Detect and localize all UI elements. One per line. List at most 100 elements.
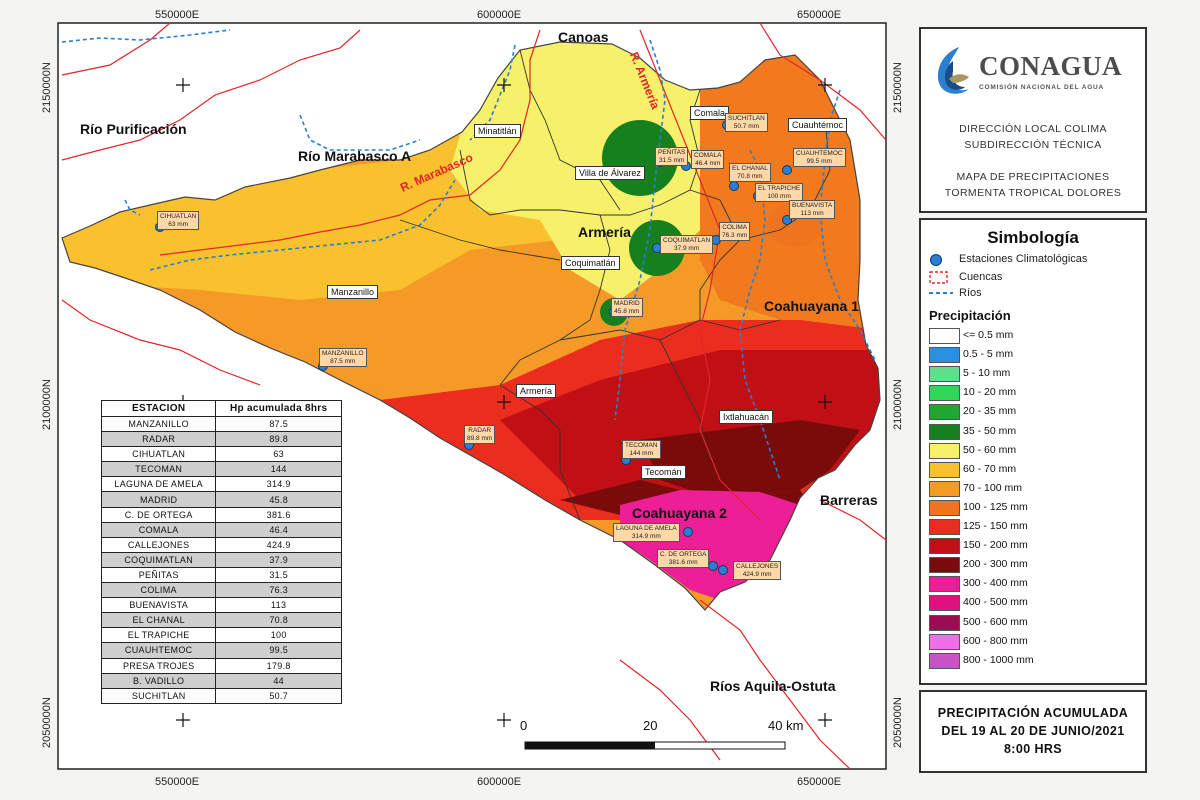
legend-stations-label: Estaciones Climatológicas bbox=[959, 253, 1088, 265]
station-label-suchitlan: SUCHITLAN 50.7 mm bbox=[725, 113, 768, 132]
coord-bottom-2: 600000E bbox=[477, 776, 522, 788]
logo-subtitle: COMISIÓN NACIONAL DEL AGUA bbox=[979, 84, 1105, 91]
station-label-ortega: C. DE ORTEGA 381.6 mm bbox=[657, 549, 710, 568]
municipality-manzanillo: Manzanillo bbox=[327, 285, 379, 299]
legend-swatch bbox=[929, 442, 960, 459]
station-label-radar: RADAR 89.8 mm bbox=[464, 425, 496, 444]
table-cell-hp: 87.5 bbox=[215, 415, 342, 433]
station-label-cuauhtemoc: CUAUHTEMOC 99.5 mm bbox=[793, 148, 846, 167]
table-cell-station: MADRID bbox=[100, 491, 217, 508]
coord-left-3: 2050000N bbox=[41, 697, 53, 748]
table-cell-station: TECOMAN bbox=[100, 461, 217, 478]
municipality-comala: Comala bbox=[690, 106, 730, 120]
title-panel: CONAGUA COMISIÓN NACIONAL DEL AGUA DIREC… bbox=[919, 27, 1147, 213]
table-row: COQUIMATLAN 37.9 bbox=[100, 551, 342, 568]
legend-title: Simbología bbox=[987, 228, 1079, 247]
table-cell-station: CUAUHTEMOC bbox=[100, 642, 217, 659]
station-label-penitas: PEÑITAS 31.5 mm bbox=[655, 147, 689, 166]
table-cell-hp: 113 bbox=[215, 597, 342, 614]
label-rio-marabasco-a: Río Marabasco A bbox=[298, 148, 412, 164]
legend-class-label: 50 - 60 mm bbox=[963, 443, 1017, 456]
legend-swatch bbox=[929, 423, 960, 440]
table-body: MANZANILLO 87.5 RADAR 89.8 CIHUATLAN 63 TECOMA… bbox=[100, 415, 342, 704]
basin-legend-icon bbox=[929, 271, 948, 284]
municipality-minatitlan: Minatitlán bbox=[474, 124, 521, 138]
legend-class-label: 0.5 - 5 mm bbox=[963, 348, 1014, 361]
scale-label-20: 20 bbox=[643, 718, 658, 733]
station-legend-icon bbox=[930, 254, 942, 266]
label-barreras: Barreras bbox=[820, 492, 878, 508]
table-cell-station: MANZANILLO bbox=[100, 415, 217, 433]
legend-class-label: 400 - 500 mm bbox=[963, 596, 1028, 609]
label-coahuayana-1: Coahuayana 1 bbox=[764, 298, 859, 314]
station-marker bbox=[782, 165, 792, 175]
coord-top-2: 600000E bbox=[477, 9, 522, 21]
label-canoas: Canoas bbox=[558, 29, 609, 45]
table-cell-station: C. DE ORTEGA bbox=[100, 506, 217, 523]
station-label-coquimatlan: COQUIMATLAN 37.9 mm bbox=[660, 235, 714, 254]
legend-class-label: 200 - 300 mm bbox=[963, 558, 1028, 571]
legend-class-label: <= 0.5 mm bbox=[963, 329, 1014, 341]
table-row: EL CHANAL 70.8 bbox=[100, 612, 342, 629]
table-row: LAGUNA DE AMELA 314.9 bbox=[100, 476, 342, 493]
station-label-colima: COLIMA 76.3 mm bbox=[719, 222, 751, 241]
table-header-hp: Hp acumulada 8hrs bbox=[215, 400, 342, 417]
legend-class-label: 600 - 800 mm bbox=[963, 634, 1028, 647]
legend-swatch bbox=[929, 347, 960, 364]
table-cell-station: EL CHANAL bbox=[100, 612, 217, 629]
station-label-manzanillo: MANZANILLO 87.5 mm bbox=[319, 348, 367, 367]
legend-class-label: 150 - 200 mm bbox=[963, 539, 1028, 552]
legend-swatch bbox=[929, 366, 960, 383]
label-rio-purificacion: Río Purificación bbox=[80, 121, 187, 137]
table-cell-station: B. VADILLO bbox=[100, 672, 217, 689]
municipality-cuauhtemoc: Cuauhtémoc bbox=[788, 118, 848, 132]
table-cell-station: PRESA TROJES bbox=[100, 657, 217, 674]
scale-label-40: 40 km bbox=[768, 718, 804, 733]
legend-swatch bbox=[929, 385, 960, 402]
table-cell-hp: 45.8 bbox=[215, 491, 342, 508]
table-header-row: ESTACION Hp acumulada 8hrs bbox=[100, 400, 342, 417]
legend-swatch bbox=[929, 576, 960, 593]
legend-panel: Simbología Estaciones Climatológicas Cue… bbox=[919, 218, 1147, 685]
legend-class-label: 10 - 20 mm bbox=[963, 386, 1017, 399]
municipality-villa-de-alvarez: Villa de Álvarez bbox=[575, 166, 645, 180]
panel-line-3: MAPA DE PRECIPITACIONES bbox=[956, 171, 1110, 183]
coord-bottom-3: 650000E bbox=[797, 776, 842, 788]
coord-right-2: 2100000N bbox=[892, 379, 904, 430]
scale-label-0: 0 bbox=[520, 718, 528, 733]
coord-bottom-1: 550000E bbox=[155, 776, 200, 788]
station-label-el-chanal: EL CHANAL 70.8 mm bbox=[729, 163, 771, 182]
conagua-logo-icon bbox=[937, 47, 969, 94]
legend-class-label: 125 - 150 mm bbox=[963, 520, 1028, 532]
legend-class-label: 300 - 400 mm bbox=[963, 577, 1028, 590]
table-row: RADAR 89.8 bbox=[100, 431, 342, 448]
table-row: PRESA TROJES 179.8 bbox=[100, 657, 342, 674]
station-label-buenavista: BUENAVISTA 113 mm bbox=[789, 200, 836, 219]
table-cell-station: LAGUNA DE AMELA bbox=[100, 476, 217, 493]
table-row: B. VADILLO 44 bbox=[100, 672, 342, 689]
legend-class-label: 20 - 35 mm bbox=[963, 405, 1017, 418]
table-row: SUCHITLAN 50.7 bbox=[100, 687, 342, 704]
legend-swatch bbox=[929, 614, 960, 631]
logo-text: CONAGUA bbox=[979, 51, 1122, 81]
coord-top-1: 550000E bbox=[155, 9, 200, 21]
table-row: MADRID 45.8 bbox=[100, 491, 342, 508]
legend-swatch bbox=[929, 404, 960, 421]
legend-swatch bbox=[929, 595, 960, 612]
table-cell-hp: 314.9 bbox=[215, 476, 342, 493]
legend-rivers-label: Ríos bbox=[959, 287, 982, 299]
table-cell-station: RADAR bbox=[100, 431, 217, 448]
station-marker bbox=[708, 561, 718, 571]
legend-swatch bbox=[929, 519, 960, 535]
table-cell-station: EL TRAPICHE bbox=[100, 627, 217, 644]
table-cell-hp: 381.6 bbox=[215, 506, 342, 523]
table-cell-hp: 31.5 bbox=[215, 566, 342, 584]
legend-class-label: 70 - 100 mm bbox=[963, 481, 1022, 494]
table-cell-hp: 63 bbox=[215, 446, 342, 463]
table-cell-hp: 76.3 bbox=[215, 582, 342, 599]
table-row: COMALA 46.4 bbox=[100, 521, 342, 538]
table-row: CALLEJONES 424.9 bbox=[100, 536, 342, 553]
station-table: ESTACION Hp acumulada 8hrs MANZANILLO 87.… bbox=[100, 400, 342, 704]
label-coahuayana-2: Coahuayana 2 bbox=[632, 505, 727, 521]
state-outline bbox=[61, 41, 881, 611]
